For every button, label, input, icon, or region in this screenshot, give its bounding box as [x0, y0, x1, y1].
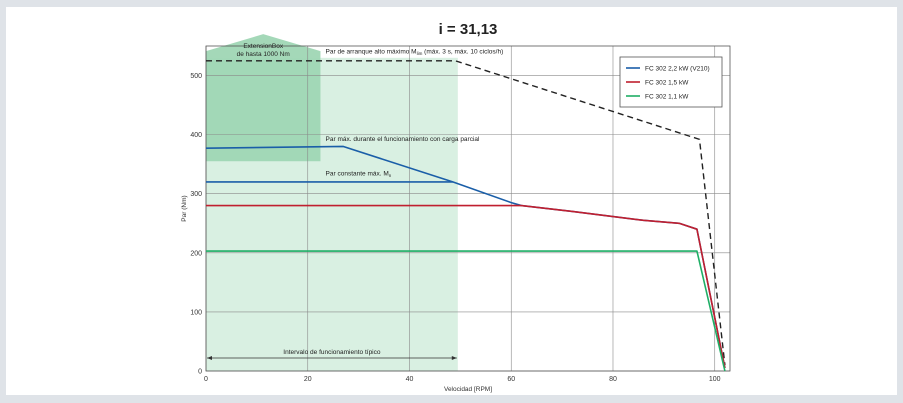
y-tick-label-500: 500 — [190, 73, 202, 80]
typical-range-label: Intervalo de funcionamiento típico — [283, 349, 381, 356]
typical-range-arrow-right-head — [451, 356, 457, 360]
series-line-3-segment-1 — [206, 250, 726, 372]
y-tick-label-300: 300 — [190, 191, 202, 198]
series-line-2-segment-1 — [206, 204, 726, 369]
extensionbox-label-line-2: de hasta 1000 Nm — [237, 51, 290, 58]
x-axis-label: Velocidad [RPM] — [444, 386, 492, 393]
legend-label-1: FC 302 2,2 kW (V210) — [645, 65, 710, 72]
x-tick-label-0: 0 — [204, 376, 208, 383]
y-tick-label-0: 0 — [198, 369, 202, 376]
typical-range-arrow-left-head — [207, 356, 212, 360]
x-tick-label-60: 60 — [507, 376, 515, 383]
annotation-1: Par de arranque alto máximo Mlim (máx. 3… — [326, 49, 504, 57]
extensionbox-label-line-1: ExtensionBox — [243, 43, 283, 50]
legend-label-3: FC 302 1,1 kW — [645, 93, 689, 100]
max-start-torque-dashed-line — [206, 60, 726, 366]
extensionbox-region — [206, 34, 321, 162]
annotation-2: Par máx. durante el funcionamiento con c… — [326, 136, 480, 143]
legend-label-2: FC 302 1,5 kW — [645, 79, 689, 86]
x-tick-label-20: 20 — [304, 376, 312, 383]
plot-frame — [205, 45, 731, 372]
x-tick-label-100: 100 — [709, 376, 721, 383]
annotation-3: Par constante máx. Mn — [326, 170, 392, 178]
y-tick-label-100: 100 — [190, 309, 202, 316]
y-axis-label: Par (Nm) — [181, 195, 188, 221]
chart-panel: ExtensionBox de hasta 1000 Nm 0 20 40 60 80 100… — [6, 7, 897, 395]
y-tick-label-400: 400 — [190, 132, 202, 139]
x-tick-label-40: 40 — [406, 376, 414, 383]
x-tick-label-80: 80 — [609, 376, 617, 383]
y-tick-label-200: 200 — [190, 250, 202, 257]
chart-title: i = 31,13 — [439, 21, 498, 38]
